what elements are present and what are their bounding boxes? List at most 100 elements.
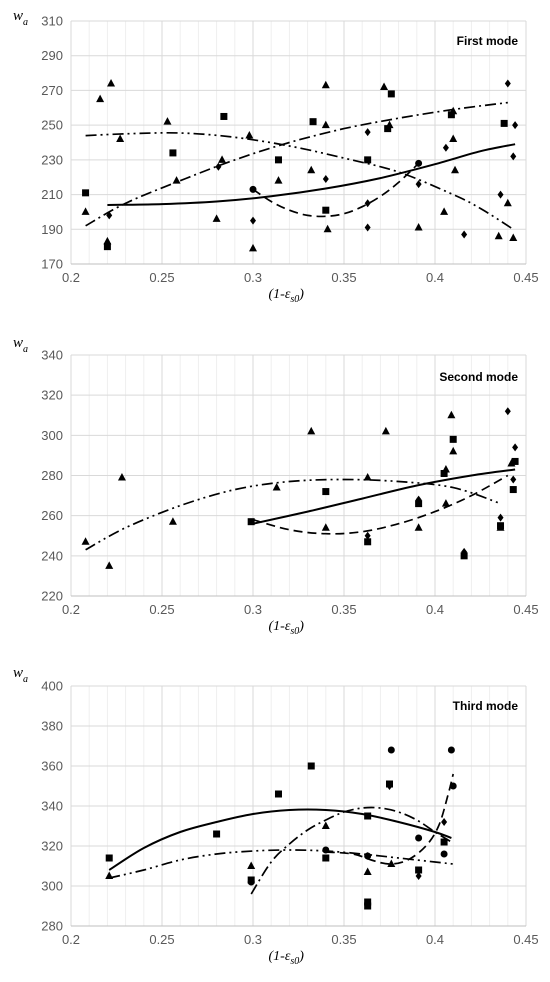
x-tick-label: 0.45 <box>513 932 538 947</box>
square-marker <box>364 902 372 910</box>
y-tick-label: 260 <box>41 508 63 523</box>
circle-marker <box>387 746 395 754</box>
square-marker <box>220 112 228 120</box>
square-marker <box>447 111 455 119</box>
y-tick-label: 210 <box>41 187 63 202</box>
triangle-marker <box>387 859 396 867</box>
diamond-marker <box>106 211 113 220</box>
fit-curve-dash <box>252 474 509 535</box>
triangle-marker <box>447 410 456 419</box>
x-axis-label-prefix: (1- <box>269 619 286 634</box>
y-tick-label: 300 <box>41 428 63 443</box>
square-marker <box>213 830 221 838</box>
x-tick-label: 0.25 <box>149 602 174 617</box>
x-tick-label: 0.25 <box>149 270 174 285</box>
y-tick-label: 380 <box>41 719 63 734</box>
triangle-marker <box>494 231 503 240</box>
triangle-marker <box>105 561 114 569</box>
y-tick-label: 360 <box>41 759 63 774</box>
y-tick-label: 190 <box>41 222 63 237</box>
diamond-marker <box>497 513 504 522</box>
circle-marker <box>447 746 455 754</box>
circle-marker <box>247 878 255 886</box>
diamond-marker <box>441 818 448 826</box>
triangle-marker <box>307 165 316 174</box>
x-axis-label-subscript: s0 <box>290 956 299 967</box>
y-tick-label: 340 <box>41 799 63 814</box>
square-marker <box>415 866 423 874</box>
square-marker <box>384 125 392 133</box>
triangle-marker <box>249 243 257 252</box>
triangle-marker <box>381 426 390 435</box>
triangle-marker <box>323 224 332 233</box>
chart-title: Second mode <box>439 370 518 384</box>
square-marker <box>322 854 330 862</box>
diamond-marker <box>250 216 256 225</box>
triangle-marker <box>451 165 460 174</box>
y-tick-label: 270 <box>41 83 63 98</box>
square-marker <box>500 119 508 127</box>
triangle-marker <box>218 155 227 163</box>
second-mode-panel: 0.2 0.25 0.3 0.35 0.4 0.45 220 240 260 280 300 320 3… <box>13 335 539 637</box>
y-tick-label: 170 <box>41 257 63 272</box>
first-mode-panel: 0.2 0.25 0.3 0.35 0.4 0.45 170 190 210 230 250 270 2… <box>13 8 539 305</box>
diamond-marker <box>442 143 449 152</box>
diamond-marker <box>497 190 504 199</box>
y-axis-label-subscript: a <box>23 674 28 685</box>
x-axis-label: (1-εs0) <box>269 949 305 967</box>
triangle-marker <box>414 223 423 231</box>
x-tick-label: 0.4 <box>426 270 444 285</box>
square-marker <box>322 488 330 496</box>
triangle-marker <box>449 134 458 143</box>
x-axis-label-symbol: ε <box>285 619 291 634</box>
x-axis-label-subscript: s0 <box>290 294 299 305</box>
x-tick-label: 0.3 <box>244 932 262 947</box>
y-tick-label: 400 <box>41 679 63 694</box>
triangle-marker <box>503 198 512 207</box>
x-axis-label: (1-εs0) <box>269 287 305 305</box>
diamond-marker <box>512 443 519 452</box>
y-tick-label: 250 <box>41 118 63 133</box>
fit-curve-solid <box>107 143 516 206</box>
diamond-marker <box>504 79 511 88</box>
triangle-marker <box>380 82 389 90</box>
square-marker <box>274 156 282 164</box>
diamond-marker <box>415 495 422 504</box>
square-marker <box>103 243 111 251</box>
square-marker <box>307 762 315 770</box>
y-axis-label: wa <box>13 335 28 355</box>
x-tick-label: 0.35 <box>331 270 356 285</box>
circle-marker <box>249 185 257 193</box>
diamond-marker <box>364 531 371 540</box>
triangle-marker <box>81 537 90 545</box>
square-marker <box>169 149 177 157</box>
triangle-marker <box>440 207 449 215</box>
x-tick-label: 0.35 <box>331 602 356 617</box>
square-marker <box>364 538 372 546</box>
triangle-marker <box>307 426 316 435</box>
x-axis-label-suffix: ) <box>298 949 304 964</box>
triangle-marker <box>272 483 281 491</box>
y-tick-label: 320 <box>41 388 63 403</box>
circle-marker <box>449 782 457 790</box>
y-tick-label: 230 <box>41 152 63 167</box>
triangle-marker <box>107 78 116 87</box>
fit-curve-solid <box>252 468 516 525</box>
square-marker <box>509 486 517 494</box>
y-tick-label: 220 <box>41 589 63 604</box>
diamond-marker <box>504 407 511 416</box>
x-tick-label: 0.35 <box>331 932 356 947</box>
square-marker <box>364 812 372 820</box>
square-marker <box>440 469 448 477</box>
x-tick-label: 0.3 <box>244 602 262 617</box>
triangle-marker <box>163 117 172 125</box>
fit-curve-dash <box>325 773 455 865</box>
diamond-marker <box>415 180 422 189</box>
triangle-marker <box>441 499 450 507</box>
x-tick-label: 0.45 <box>513 602 538 617</box>
y-axis-label: wa <box>13 8 28 28</box>
y-tick-label: 240 <box>41 548 63 563</box>
square-marker <box>440 838 448 846</box>
diamond-marker <box>215 162 222 171</box>
